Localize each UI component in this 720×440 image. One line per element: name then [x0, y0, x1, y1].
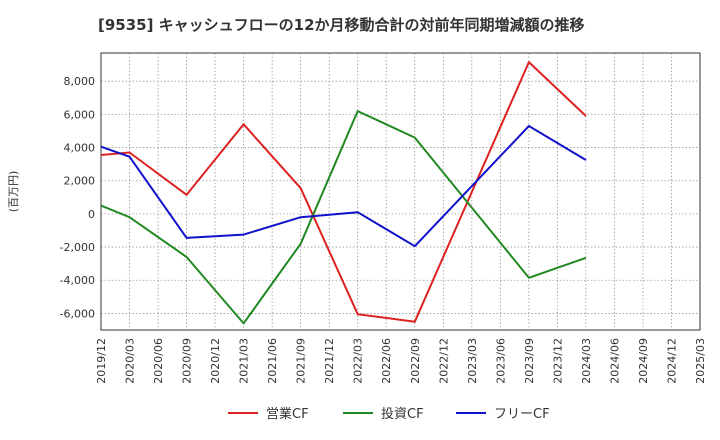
x-tick-label: 2020/12 — [209, 338, 222, 384]
x-tick-label: 2020/03 — [124, 338, 137, 384]
x-tick-label: 2021/12 — [323, 338, 336, 384]
x-tick-label: 2022/03 — [352, 338, 365, 384]
y-axis-label: (百万円) — [7, 171, 20, 213]
grid-layer — [100, 53, 701, 330]
x-tick-label: 2020/09 — [181, 338, 194, 384]
x-tick-label: 2024/06 — [608, 338, 621, 384]
x-tick-label: 2024/03 — [580, 338, 593, 384]
chart-title: [9535] キャッシュフローの12か月移動合計の対前年同期増減額の推移 — [98, 16, 585, 34]
x-tick-label: 2021/03 — [238, 338, 251, 384]
y-tick-label: 0 — [88, 208, 95, 221]
x-tick-label: 2022/06 — [380, 338, 393, 384]
y-tick-label: 2,000 — [64, 175, 96, 188]
x-tick-label: 2022/09 — [409, 338, 422, 384]
x-tick-label: 2019/12 — [95, 338, 108, 384]
y-tick-label: -2,000 — [60, 241, 95, 254]
series-line-フリーCF — [100, 125, 587, 248]
legend-label: フリーCF — [494, 407, 550, 422]
series-line-投資CF — [100, 110, 587, 325]
x-tick-label: 2022/12 — [437, 338, 450, 384]
y-tick-label: 6,000 — [64, 108, 96, 121]
y-tick-label: -6,000 — [60, 307, 95, 320]
series-layer — [100, 61, 587, 325]
x-tick-label: 2025/03 — [694, 338, 707, 384]
x-tick-label: 2024/09 — [637, 338, 650, 384]
series-line-営業CF — [100, 61, 587, 323]
legend-label: 営業CF — [266, 406, 309, 422]
legend-label: 投資CF — [381, 406, 424, 422]
plot-frame — [100, 52, 701, 331]
y-tick-label: -4,000 — [60, 274, 95, 287]
x-tick-label: 2024/12 — [665, 338, 678, 384]
x-tick-label: 2023/06 — [494, 338, 507, 384]
x-tick-label: 2023/03 — [466, 338, 479, 384]
legend: 営業CF 投資CF フリーCF — [228, 406, 550, 422]
y-tick-label: 4,000 — [64, 142, 96, 155]
y-tick-label: 8,000 — [64, 75, 96, 88]
x-tick-label: 2020/06 — [152, 338, 165, 384]
x-tick-label: 2023/12 — [551, 338, 564, 384]
x-tick-label: 2021/06 — [266, 338, 279, 384]
axis-layer: 2019/12 2020/03 2020/06 2020/09 2020/12 2021/… — [60, 52, 707, 384]
x-tick-label: 2023/09 — [523, 338, 536, 384]
x-tick-label: 2021/09 — [295, 338, 308, 384]
